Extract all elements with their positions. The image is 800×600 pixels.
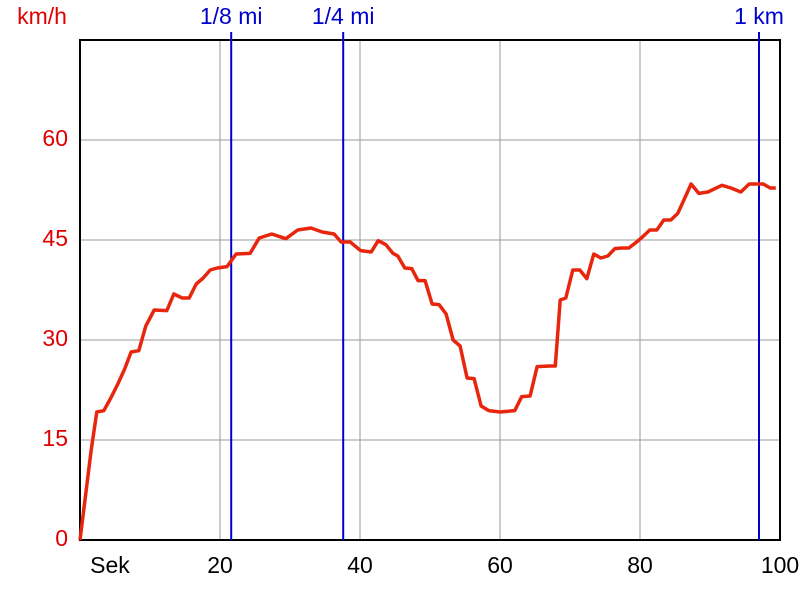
plot-frame (79, 39, 781, 541)
y-tick-label: 30 (42, 325, 68, 351)
x-tick-label: 80 (627, 552, 653, 578)
distance-marker-label: 1/4 mi (312, 3, 375, 29)
distance-marker-label: 1 km (734, 3, 784, 29)
speed-line (78, 182, 776, 541)
y-tick-label: 15 (42, 425, 68, 451)
x-tick-label: 20 (207, 552, 233, 578)
y-tick-label: 0 (55, 525, 68, 551)
distance-marker-label: 1/8 mi (200, 3, 263, 29)
x-tick-label: 60 (487, 552, 513, 578)
x-tick-label: 100 (761, 552, 799, 578)
y-tick-label: 45 (42, 225, 68, 251)
x-axis-label: Sek (90, 552, 130, 578)
y-axis-label: km/h (17, 3, 67, 29)
y-tick-label: 60 (42, 125, 68, 151)
x-tick-label: 40 (347, 552, 373, 578)
